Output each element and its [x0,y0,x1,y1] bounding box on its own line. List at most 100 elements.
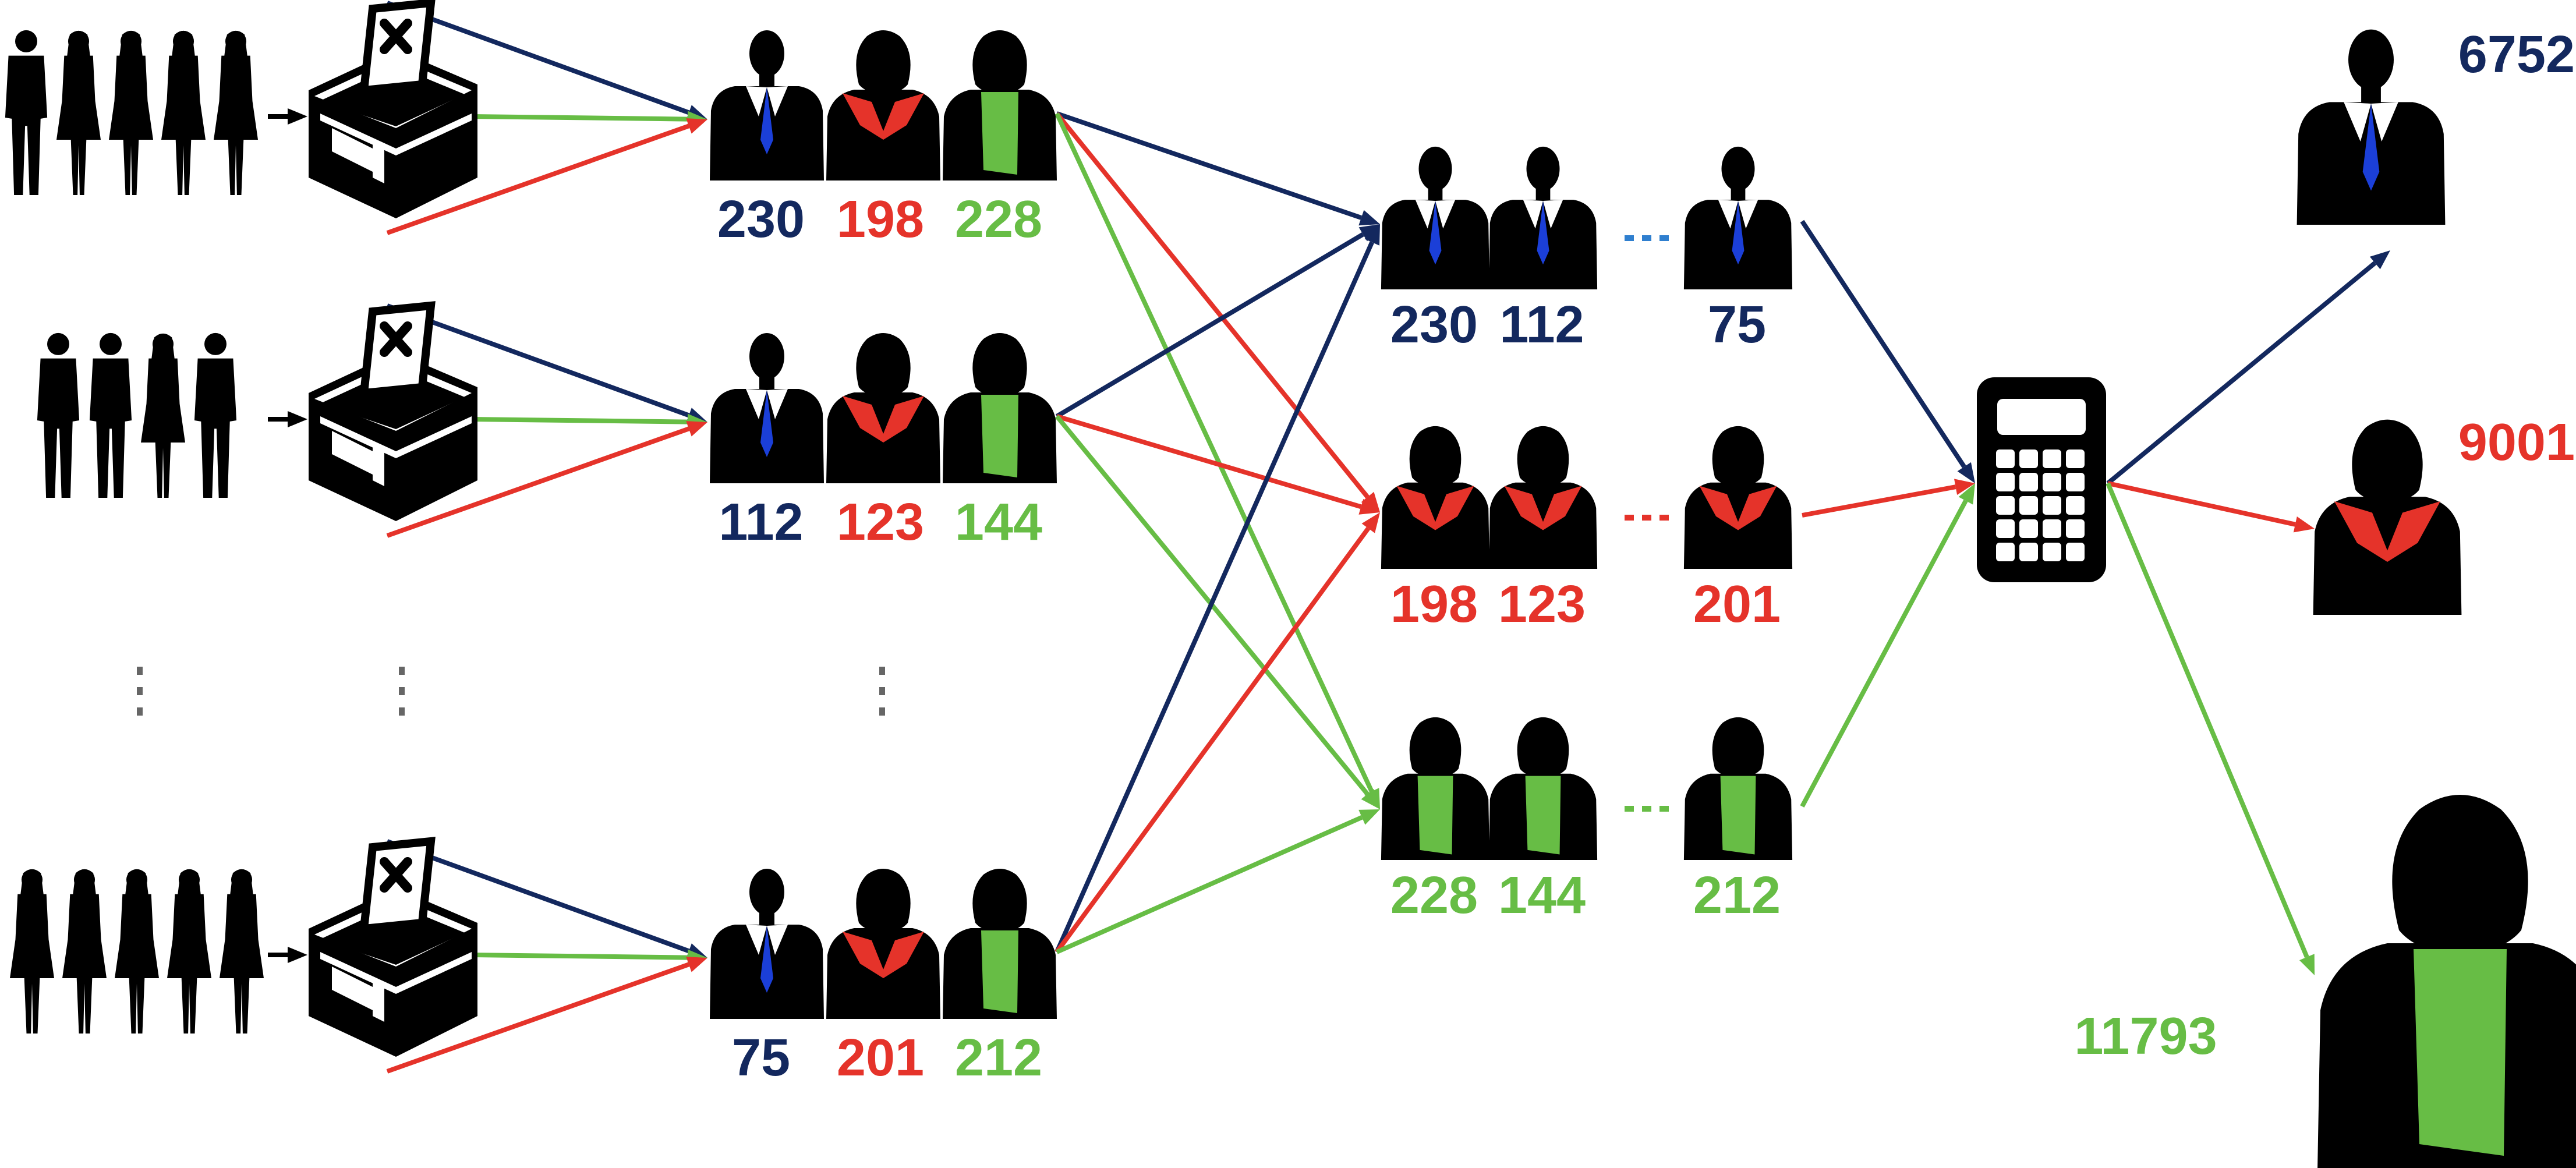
aggregated-green-count: 144 [1498,866,1586,925]
candidate-blue-icon [710,869,824,1019]
person-icon [109,30,153,195]
person-icon [214,30,258,195]
station-to-group-arrow [1055,415,1380,809]
green-scarf-icon [981,930,1018,1013]
person-icon [62,869,107,1033]
person-icon [141,333,185,498]
red-collar-icon [843,396,924,443]
blue-tie-icon [1537,201,1549,265]
ballot-to-candidate-arrow [471,949,707,966]
candidate-green-icon [943,333,1057,483]
aggregated-blue-count: 230 [1390,296,1478,354]
group-to-calculator-arrow [1800,220,1975,483]
candidate-red-icon-silhouette [826,869,940,1019]
arrows-layer [268,1,2390,1074]
aggregated-red-count: 201 [1693,575,1781,633]
crowd-to-ballot-arrow [268,108,307,125]
ballot-to-candidate-arrow [386,118,707,235]
blue-tie-icon [760,390,773,457]
blue-tie-icon [760,87,773,154]
red-collar-icon [1699,486,1777,530]
green-scarf-icon [981,395,1018,477]
red-collar-icon [843,93,924,140]
more-stations-ellipsis [399,667,405,716]
aggregated-red-candidate-icon-silhouette [1683,426,1793,569]
blue-tie-icon [2362,104,2380,191]
red-collar-icon [1396,486,1474,530]
station-green-count: 212 [955,1029,1042,1087]
aggregated-green-candidate-icon [1381,717,1490,860]
total-green-candidate-icon [2317,795,2576,1168]
group-to-calculator-arrow [1802,479,1975,518]
aggregated-red-candidate-icon-silhouette [1381,426,1490,569]
station-green-count: 144 [955,493,1042,551]
aggregated-blue-candidate-icon [1488,146,1598,289]
ballot-to-candidate-arrow [386,421,707,538]
aggregated-red-count: 198 [1390,575,1478,633]
person-icon [89,332,132,498]
station-to-group-arrow [1055,112,1380,512]
aggregated-red-count: 123 [1498,575,1586,633]
calculator-to-total-arrow [2107,481,2315,533]
calculator-icon [1977,377,2106,582]
station-red-count: 123 [837,493,924,551]
calculator-to-total-arrow [2106,482,2315,975]
green-scarf-icon [1525,776,1561,855]
crowd-to-ballot-arrow [268,411,307,427]
more-stations-ellipsis [879,667,885,716]
green-scarf-icon [2414,949,2507,1156]
person-icon [220,869,264,1033]
candidate-blue-icon [710,333,824,483]
person-icon [9,869,54,1033]
candidate-red-icon-silhouette [826,333,940,483]
candidate-green-icon [943,869,1057,1019]
candidate-red-icon [826,869,940,1019]
station-to-group-arrow [1056,809,1380,954]
crowd-to-ballot-arrow [268,947,307,963]
red-collar-icon [1504,486,1582,530]
voters-group [5,30,258,196]
calculator-to-total-arrow [2106,250,2390,486]
aggregated-red-candidate-icon [1683,426,1793,569]
station-red-count: 201 [837,1029,924,1087]
ballot-box-icon [309,841,477,1057]
aggregated-green-count: 228 [1390,866,1478,925]
green-scarf-icon [1417,776,1453,855]
ballot-to-candidate-arrow [471,111,707,128]
station-blue-count: 112 [719,493,803,551]
station-green-count: 228 [955,190,1042,249]
group-to-calculator-arrow [1800,483,1975,808]
red-collar-icon [843,932,924,978]
more-stations-ellipsis [137,667,143,716]
red-collar-icon [2334,501,2440,562]
total-blue-candidate-icon [2297,29,2446,225]
aggregated-green-candidate-icon [1488,717,1598,860]
person-icon [5,30,48,196]
voters-group [9,869,264,1033]
person-icon [56,30,101,195]
total-red-candidate-icon [2313,419,2462,615]
candidate-red-icon [826,333,940,483]
candidate-green-icon [943,30,1057,180]
aggregated-blue-count: 75 [1708,296,1766,354]
blue-tie-icon [1732,201,1745,265]
candidate-red-icon [826,30,940,180]
ballot-to-candidate-arrow [471,413,707,430]
candidate-red-icon-silhouette [826,30,940,180]
blue-tie-icon [1429,201,1442,265]
station-to-group-arrow [1055,224,1380,419]
person-icon [115,869,159,1033]
person-icon [194,332,237,498]
aggregated-red-candidate-icon-silhouette [1488,426,1598,569]
aggregated-green-count: 212 [1693,866,1781,925]
candidate-blue-icon [710,30,824,180]
voters-group [37,332,237,498]
person-icon [37,332,80,498]
person-icon [167,869,211,1033]
ballot-box-icon [309,3,477,218]
aggregated-blue-count: 112 [1499,296,1584,354]
station-to-group-arrow [1055,112,1380,809]
total-red-candidate-icon-silhouette [2313,419,2462,615]
total-green-count: 11793 [2074,1007,2217,1066]
person-icon [161,30,206,195]
